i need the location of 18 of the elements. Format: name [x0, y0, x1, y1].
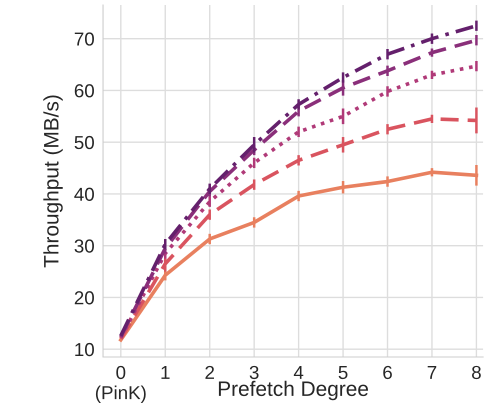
x-tick-label: 7: [428, 366, 436, 379]
x-tick-label: 6: [383, 366, 392, 380]
y-tick-label: 60: [74, 84, 94, 98]
x-tick-label: 0 (PinK): [96, 366, 146, 403]
y-tick-label: 40: [74, 188, 94, 201]
y-tick-label: 70: [74, 32, 94, 46]
y-tick-label: 20: [74, 291, 94, 304]
x-tick-label: 1: [161, 366, 170, 379]
y-tick-label: 30: [74, 239, 94, 253]
x-tick-label: 3: [250, 366, 259, 380]
x-tick-label: 4: [294, 366, 304, 379]
x-axis-title: Prefetch Degree: [218, 380, 368, 400]
x-tick-label: 8: [472, 366, 481, 380]
y-tick-label: 10: [75, 342, 94, 356]
y-tick-label: 50: [74, 136, 94, 150]
x-tick-label: 2: [205, 366, 214, 379]
x-tick-label: 5: [338, 366, 348, 380]
y-axis-title: Throughput (MB/s): [43, 95, 63, 268]
